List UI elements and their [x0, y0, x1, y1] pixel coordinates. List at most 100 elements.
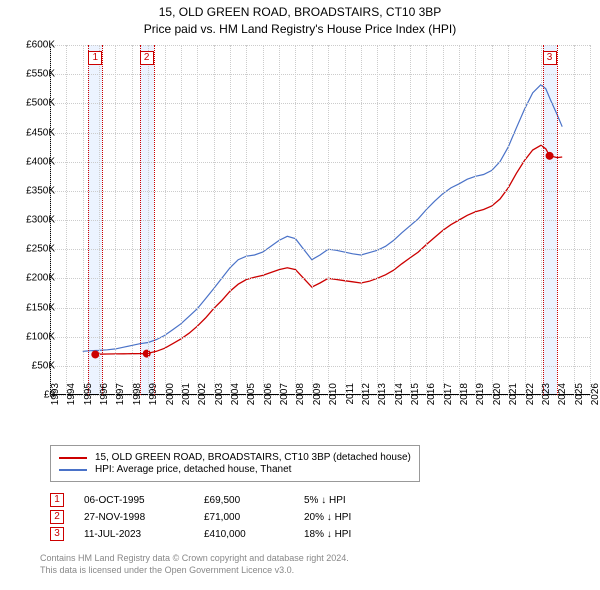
x-tick-label: 1999 [148, 383, 159, 413]
legend-row: HPI: Average price, detached house, Than… [59, 464, 411, 475]
x-tick-label: 2005 [246, 383, 257, 413]
grid-v [115, 45, 116, 395]
grid-v [246, 45, 247, 395]
footer: Contains HM Land Registry data © Crown c… [40, 553, 349, 576]
y-tick-label: £50K [7, 360, 55, 371]
grid-v [148, 45, 149, 395]
x-tick-label: 2000 [165, 383, 176, 413]
sale-number-box: 1 [88, 51, 102, 65]
x-tick-label: 2010 [328, 383, 339, 413]
x-tick-label: 2007 [279, 383, 290, 413]
title-subtitle: Price paid vs. HM Land Registry's House … [0, 21, 600, 38]
chart-container: 15, OLD GREEN ROAD, BROADSTAIRS, CT10 3B… [0, 0, 600, 590]
sales-row: 3 11-JUL-2023£410,00018% ↓ HPI [50, 527, 404, 541]
x-tick-label: 2025 [574, 383, 585, 413]
grid-v [459, 45, 460, 395]
sales-row-date: 27-NOV-1998 [84, 512, 204, 523]
title-address: 15, OLD GREEN ROAD, BROADSTAIRS, CT10 3B… [0, 4, 600, 21]
y-tick-label: £200K [7, 273, 55, 284]
grid-v [410, 45, 411, 395]
grid-v [181, 45, 182, 395]
y-tick-label: £350K [7, 185, 55, 196]
grid-v [394, 45, 395, 395]
sales-row-price: £69,500 [204, 495, 304, 506]
sale-marker-dot [546, 152, 554, 160]
grid-v [312, 45, 313, 395]
legend-swatch [59, 469, 87, 471]
legend-label: HPI: Average price, detached house, Than… [95, 464, 291, 475]
sales-row: 106-OCT-1995£69,5005% ↓ HPI [50, 493, 404, 507]
legend-swatch [59, 457, 87, 459]
grid-v [361, 45, 362, 395]
x-tick-label: 2014 [394, 383, 405, 413]
legend: 15, OLD GREEN ROAD, BROADSTAIRS, CT10 3B… [50, 445, 420, 482]
x-tick-label: 2019 [475, 383, 486, 413]
y-tick-label: £300K [7, 215, 55, 226]
footer-line2: This data is licensed under the Open Gov… [40, 565, 349, 577]
x-tick-label: 2013 [377, 383, 388, 413]
sale-marker-dot [143, 350, 151, 358]
x-tick-label: 2015 [410, 383, 421, 413]
sales-row-price: £410,000 [204, 529, 304, 540]
x-tick-label: 2024 [557, 383, 568, 413]
sales-row-date: 11-JUL-2023 [84, 529, 204, 540]
chart-wrap: 123 £0£50K£100K£150K£200K£250K£300K£350K… [0, 40, 600, 420]
grid-v [165, 45, 166, 395]
x-tick-label: 1998 [132, 383, 143, 413]
x-tick-label: 2011 [345, 383, 356, 413]
x-tick-label: 2001 [181, 383, 192, 413]
x-tick-label: 2009 [312, 383, 323, 413]
y-tick-label: £450K [7, 127, 55, 138]
x-tick-label: 1993 [50, 383, 61, 413]
y-tick-label: £400K [7, 156, 55, 167]
x-tick-label: 1997 [115, 383, 126, 413]
grid-v [574, 45, 575, 395]
grid-v [508, 45, 509, 395]
y-tick-label: £0 [7, 390, 55, 401]
sales-row-hpi: 5% ↓ HPI [304, 495, 404, 506]
plot-area: 123 [50, 45, 590, 395]
x-tick-label: 2002 [197, 383, 208, 413]
y-tick-label: £550K [7, 69, 55, 80]
grid-v [345, 45, 346, 395]
grid-v [328, 45, 329, 395]
legend-row: 15, OLD GREEN ROAD, BROADSTAIRS, CT10 3B… [59, 452, 411, 463]
sale-band-border [102, 45, 103, 395]
sale-band-border [543, 45, 544, 395]
legend-label: 15, OLD GREEN ROAD, BROADSTAIRS, CT10 3B… [95, 452, 411, 463]
grid-v [590, 45, 591, 395]
footer-line1: Contains HM Land Registry data © Crown c… [40, 553, 349, 565]
grid-v [263, 45, 264, 395]
sales-row: 227-NOV-1998£71,00020% ↓ HPI [50, 510, 404, 524]
x-tick-label: 2021 [508, 383, 519, 413]
grid-v [132, 45, 133, 395]
sales-row-date: 06-OCT-1995 [84, 495, 204, 506]
grid-v [99, 45, 100, 395]
sale-band-border [557, 45, 558, 395]
sales-row-n: 3 [50, 527, 64, 541]
sale-band-border [154, 45, 155, 395]
x-tick-label: 2008 [295, 383, 306, 413]
y-tick-label: £500K [7, 98, 55, 109]
y-tick-label: £250K [7, 244, 55, 255]
grid-v [377, 45, 378, 395]
x-tick-label: 2016 [426, 383, 437, 413]
grid-v [426, 45, 427, 395]
y-tick-label: £150K [7, 302, 55, 313]
grid-v [214, 45, 215, 395]
sale-band-border [88, 45, 89, 395]
grid-v [197, 45, 198, 395]
x-tick-label: 2022 [525, 383, 536, 413]
sale-band-border [140, 45, 141, 395]
grid-v [475, 45, 476, 395]
x-tick-label: 2006 [263, 383, 274, 413]
x-tick-label: 2004 [230, 383, 241, 413]
sale-number-box: 2 [140, 51, 154, 65]
x-tick-label: 1995 [83, 383, 94, 413]
grid-v [443, 45, 444, 395]
sales-row-hpi: 18% ↓ HPI [304, 529, 404, 540]
x-tick-label: 2026 [590, 383, 600, 413]
sales-row-hpi: 20% ↓ HPI [304, 512, 404, 523]
x-tick-label: 2017 [443, 383, 454, 413]
x-tick-label: 2003 [214, 383, 225, 413]
